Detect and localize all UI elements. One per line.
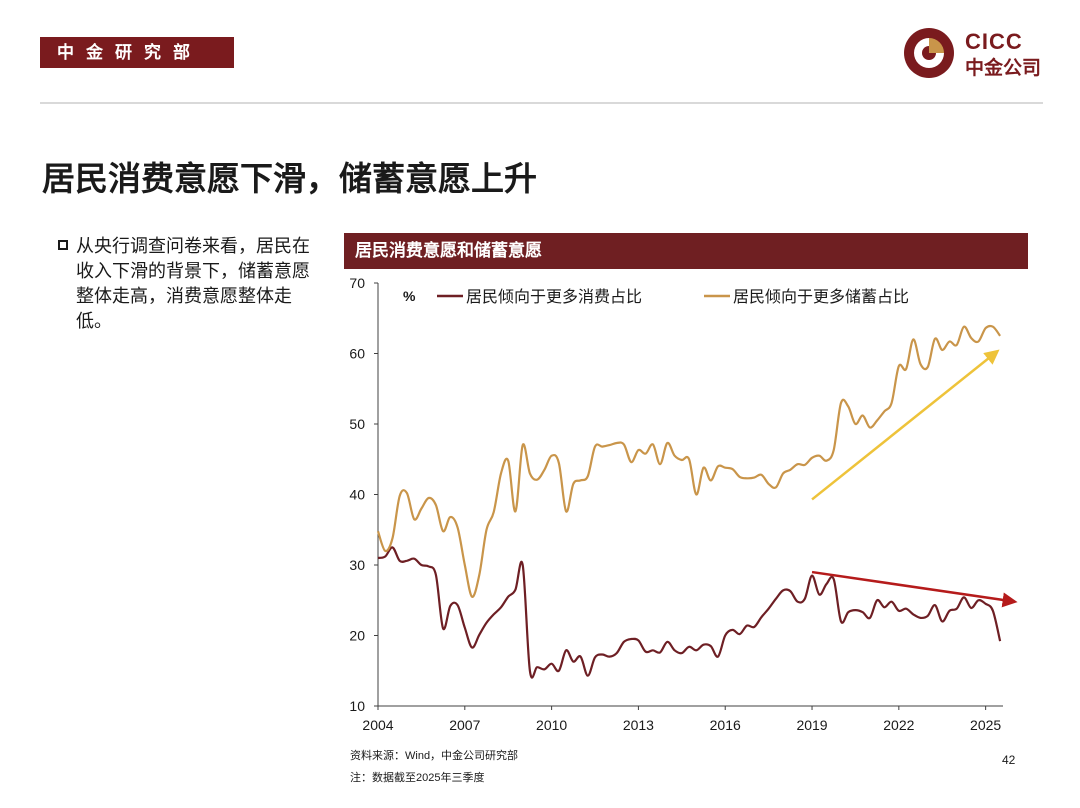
y-tick-label: 20 bbox=[349, 628, 365, 644]
department-banner: 中金研究部 bbox=[40, 37, 234, 68]
x-tick-label: 2022 bbox=[883, 717, 914, 733]
legend-label-consumption: 居民倾向于更多消费占比 bbox=[466, 288, 642, 306]
chart-unit-label: % bbox=[403, 288, 416, 304]
header-divider bbox=[40, 102, 1043, 104]
y-tick-label: 10 bbox=[349, 698, 365, 714]
x-tick-label: 2004 bbox=[362, 717, 393, 733]
x-tick-label: 2025 bbox=[970, 717, 1001, 733]
logo-chinese: 中金公司 bbox=[965, 58, 1042, 79]
legend-label-savings: 居民倾向于更多储蓄占比 bbox=[733, 288, 909, 306]
bullet-square-icon bbox=[58, 240, 68, 250]
chart-title-bar: 居民消费意愿和储蓄意愿 bbox=[344, 233, 1028, 269]
cicc-logo-mark-icon bbox=[904, 28, 954, 78]
y-tick-label: 50 bbox=[349, 416, 365, 432]
series-line-consumption bbox=[377, 546, 1002, 679]
y-tick-label: 40 bbox=[349, 487, 365, 503]
chart-title: 居民消费意愿和储蓄意愿 bbox=[355, 241, 542, 260]
footnote: 注：数据截至2025年三季度 bbox=[350, 772, 485, 784]
x-tick-label: 2019 bbox=[796, 717, 827, 733]
x-tick-label: 2010 bbox=[536, 717, 567, 733]
x-tick-label: 2016 bbox=[710, 717, 741, 733]
y-tick-label: 60 bbox=[349, 346, 365, 362]
series-line-savings bbox=[376, 324, 1002, 598]
source-note: 资料来源：Wind，中金公司研究部 bbox=[350, 750, 519, 762]
y-tick-label: 70 bbox=[349, 275, 365, 291]
trend-arrow-down bbox=[811, 570, 1018, 608]
y-tick-label: 30 bbox=[349, 557, 365, 573]
department-label: 中金研究部 bbox=[57, 43, 202, 62]
page-number: 42 bbox=[1002, 753, 1016, 767]
x-tick-label: 2007 bbox=[449, 717, 480, 733]
bullet-text: 从央行调查问卷来看，居民在收入下滑的背景下，储蓄意愿整体走高，消费意愿整体走低。 bbox=[76, 236, 310, 331]
trend-arrow-up bbox=[811, 349, 1000, 501]
page-title: 居民消费意愿下滑，储蓄意愿上升 bbox=[42, 160, 537, 197]
x-tick-label: 2013 bbox=[623, 717, 654, 733]
cicc-logo: CICC 中金公司 bbox=[903, 26, 1048, 80]
logo-english: CICC bbox=[965, 29, 1023, 54]
